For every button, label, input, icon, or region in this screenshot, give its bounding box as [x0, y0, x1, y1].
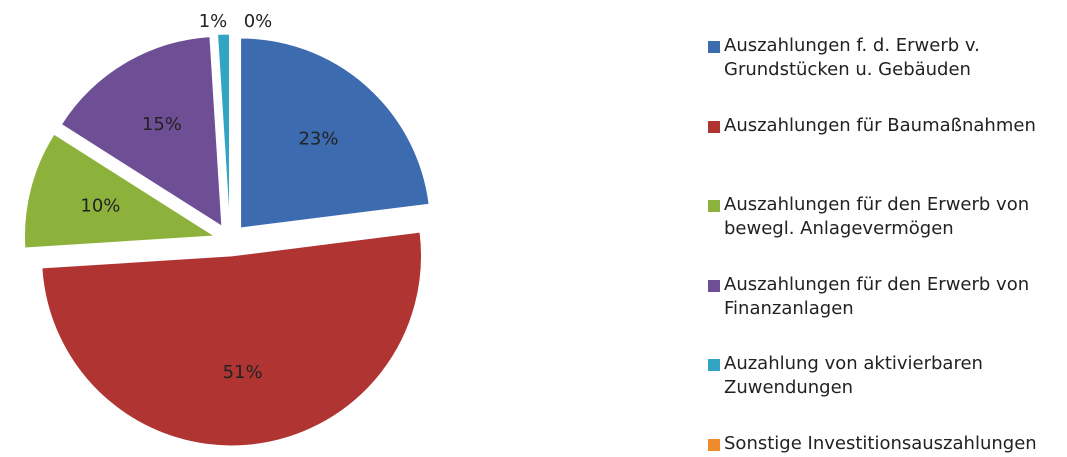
pie-slice [41, 231, 423, 447]
data-label: 23% [298, 129, 338, 150]
legend-label: Sonstige Investitionsauszahlungen [724, 432, 1037, 454]
legend-label: Auszahlungen für den Erwerb von bewegl. … [724, 194, 1030, 239]
legend-swatch [708, 200, 720, 212]
legend-label: Auzahlung von aktivierbaren Zuwendungen [724, 353, 983, 398]
data-label: 0% [244, 11, 273, 32]
legend-item: Auszahlungen für den Erwerb von Finanzan… [708, 273, 1063, 321]
legend-item: Auzahlung von aktivierbaren Zuwendungen [708, 352, 1063, 400]
pie-slice [60, 36, 223, 228]
pie-slice [240, 37, 430, 229]
legend-label: Auszahlungen für den Erwerb von Finanzan… [724, 273, 1030, 319]
legend-label: Auszahlungen f. d. Erwerb v. Grundstücke… [724, 35, 980, 80]
legend-swatch [708, 120, 720, 133]
legend-swatch [708, 41, 720, 53]
legend-item: Sonstige Investitionsauszahlungen [708, 432, 1063, 456]
pie-slice [217, 33, 230, 225]
legend-item: Auszahlungen für Baumaßnahmen [708, 114, 1063, 138]
legend-swatch [708, 279, 720, 292]
pie-slice [24, 133, 217, 249]
legend-item: Auszahlungen für den Erwerb von bewegl. … [708, 193, 1063, 241]
data-label: 10% [80, 196, 120, 217]
data-label: 15% [142, 114, 182, 135]
data-label: 1% [199, 11, 228, 32]
pie: 23% 51% 10% 15% 1% 0% [24, 11, 430, 447]
data-label: 51% [223, 362, 263, 383]
legend-item: Auszahlungen f. d. Erwerb v. Grundstücke… [708, 34, 1063, 82]
legend-swatch [708, 359, 720, 371]
legend-label: Auszahlungen für Baumaßnahmen [724, 114, 1036, 136]
legend-swatch [708, 438, 720, 451]
